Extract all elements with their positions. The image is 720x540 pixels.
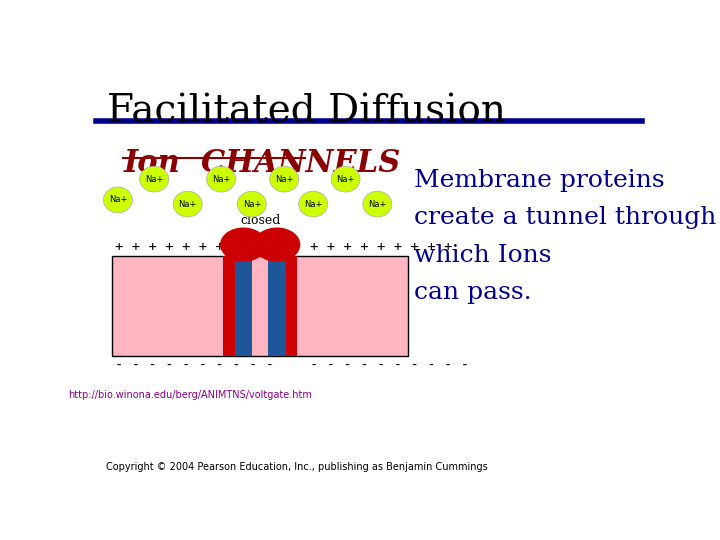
Text: Na+: Na+ xyxy=(275,174,293,184)
Bar xyxy=(223,256,235,356)
Ellipse shape xyxy=(363,191,392,217)
Ellipse shape xyxy=(140,166,168,192)
Bar xyxy=(235,256,253,356)
Text: Na+: Na+ xyxy=(212,174,230,184)
Text: Copyright © 2004 Pearson Education, Inc., publishing as Benjamin Cummings: Copyright © 2004 Pearson Education, Inc.… xyxy=(106,462,487,472)
Text: Na+: Na+ xyxy=(368,200,387,208)
Text: Membrane proteins: Membrane proteins xyxy=(413,168,665,192)
Text: Na+: Na+ xyxy=(109,195,127,205)
Ellipse shape xyxy=(299,191,328,217)
Bar xyxy=(268,256,286,356)
Bar xyxy=(112,256,408,356)
Text: Na+: Na+ xyxy=(243,200,261,208)
Text: Facilitated Diffusion: Facilitated Diffusion xyxy=(107,94,505,131)
Text: - - - - - - - - - -: - - - - - - - - - - xyxy=(115,358,274,372)
Text: closed: closed xyxy=(240,214,280,227)
Text: + + + + + + + + +: + + + + + + + + + xyxy=(310,240,453,254)
Ellipse shape xyxy=(238,191,266,217)
Text: can pass.: can pass. xyxy=(413,281,531,304)
Text: create a tunnel through: create a tunnel through xyxy=(413,206,716,229)
Text: Na+: Na+ xyxy=(179,200,197,208)
Ellipse shape xyxy=(220,227,267,262)
Text: - - - - - - - - - -: - - - - - - - - - - xyxy=(310,358,469,372)
Text: which Ions: which Ions xyxy=(413,244,551,267)
Text: Na+: Na+ xyxy=(304,200,323,208)
Ellipse shape xyxy=(207,166,235,192)
Text: http://bio.winona.edu/berg/ANIMTNS/voltgate.htm: http://bio.winona.edu/berg/ANIMTNS/voltg… xyxy=(68,389,312,400)
Text: + + + + + + + + +: + + + + + + + + + xyxy=(115,240,258,254)
Text: Na+: Na+ xyxy=(145,174,163,184)
Ellipse shape xyxy=(173,191,202,217)
Ellipse shape xyxy=(253,227,300,262)
Ellipse shape xyxy=(270,166,299,192)
Text: Na+: Na+ xyxy=(336,174,355,184)
Ellipse shape xyxy=(104,187,132,213)
Bar xyxy=(286,256,297,356)
Text: Ion  CHANNELS: Ion CHANNELS xyxy=(124,148,401,179)
Ellipse shape xyxy=(331,166,360,192)
